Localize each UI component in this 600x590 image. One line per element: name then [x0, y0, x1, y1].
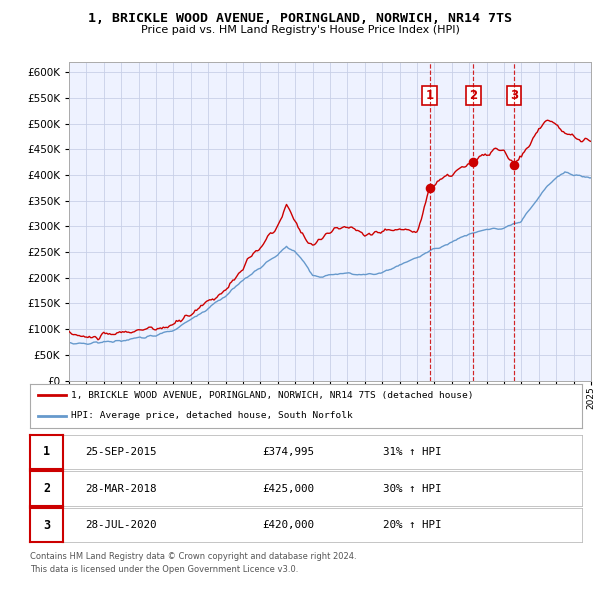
Point — [509, 160, 519, 169]
Text: £425,000: £425,000 — [262, 484, 314, 493]
Text: 25-SEP-2015: 25-SEP-2015 — [85, 447, 157, 457]
Text: 28-MAR-2018: 28-MAR-2018 — [85, 484, 157, 493]
Text: 2: 2 — [469, 89, 478, 102]
Text: Contains HM Land Registry data © Crown copyright and database right 2024.: Contains HM Land Registry data © Crown c… — [30, 552, 356, 560]
Text: 2: 2 — [43, 482, 50, 495]
Text: 1, BRICKLE WOOD AVENUE, PORINGLAND, NORWICH, NR14 7TS (detached house): 1, BRICKLE WOOD AVENUE, PORINGLAND, NORW… — [71, 391, 474, 400]
Text: 1, BRICKLE WOOD AVENUE, PORINGLAND, NORWICH, NR14 7TS: 1, BRICKLE WOOD AVENUE, PORINGLAND, NORW… — [88, 12, 512, 25]
Text: £374,995: £374,995 — [262, 447, 314, 457]
Text: 28-JUL-2020: 28-JUL-2020 — [85, 520, 157, 530]
Point — [425, 183, 434, 192]
Text: 3: 3 — [510, 89, 518, 102]
Text: £420,000: £420,000 — [262, 520, 314, 530]
Text: 1: 1 — [43, 445, 50, 458]
Text: HPI: Average price, detached house, South Norfolk: HPI: Average price, detached house, Sout… — [71, 411, 353, 420]
Point — [469, 158, 478, 167]
Text: 1: 1 — [425, 89, 434, 102]
Text: 20% ↑ HPI: 20% ↑ HPI — [383, 520, 442, 530]
Text: 30% ↑ HPI: 30% ↑ HPI — [383, 484, 442, 493]
Text: 31% ↑ HPI: 31% ↑ HPI — [383, 447, 442, 457]
Text: Price paid vs. HM Land Registry's House Price Index (HPI): Price paid vs. HM Land Registry's House … — [140, 25, 460, 35]
Text: This data is licensed under the Open Government Licence v3.0.: This data is licensed under the Open Gov… — [30, 565, 298, 573]
Text: 3: 3 — [43, 519, 50, 532]
